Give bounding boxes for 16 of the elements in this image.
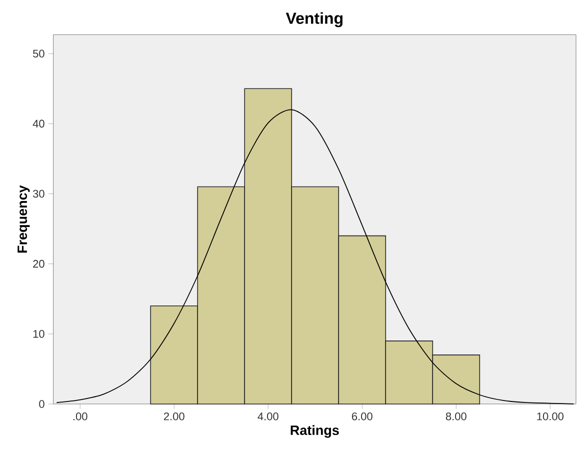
x-tick-label: .00 bbox=[73, 412, 88, 420]
y-tick-label: 50 bbox=[32, 50, 44, 58]
x-tick-label: 8.00 bbox=[446, 412, 466, 420]
y-tick-label: 40 bbox=[32, 120, 44, 128]
y-axis-title: Frequency bbox=[18, 185, 30, 253]
x-axis-title: Ratings bbox=[290, 425, 339, 438]
y-tick-label: 20 bbox=[33, 260, 44, 268]
y-tick-label: 30 bbox=[32, 190, 44, 198]
x-tick-label: 4.00 bbox=[258, 412, 278, 420]
y-tick-label: 0 bbox=[39, 400, 44, 408]
y-tick-label: 10 bbox=[33, 330, 44, 338]
line-series bbox=[56, 109, 574, 404]
chart-title: Venting bbox=[286, 12, 342, 28]
x-tick-label: 10.00 bbox=[537, 412, 564, 420]
x-tick-label: 2.00 bbox=[164, 412, 184, 420]
x-tick-label: 6.00 bbox=[352, 412, 372, 420]
